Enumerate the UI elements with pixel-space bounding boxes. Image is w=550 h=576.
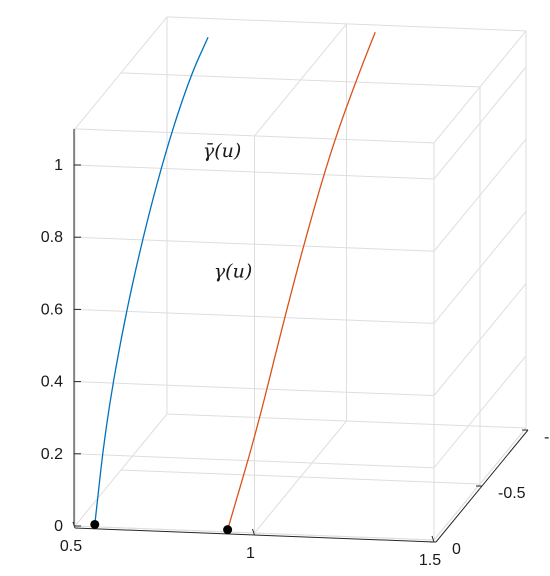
axis-layer: 0 0.2 0.4 0.6 0.8 1 1.5 1 0.5 0 -0.5 -1 [41, 128, 550, 569]
grid-line-z-0 [74, 427, 527, 541]
y-tick-label-0: 0 [452, 541, 461, 558]
series-layer [90, 32, 376, 535]
x-tick-label-1: 1 [246, 545, 255, 562]
series-start-point-1 [90, 519, 100, 529]
grid-line-y-ceiling-0 [74, 128, 435, 144]
z-tick-label-3: 0.6 [41, 301, 63, 318]
grid-line-z-5 [74, 66, 527, 180]
z-tick-label-2: 0.4 [41, 374, 63, 391]
z-tick-label-4: 0.8 [41, 229, 63, 246]
label-layer: γ(u) γ̄(u) [203, 140, 252, 282]
grid-line-z-2 [74, 283, 527, 397]
z-tick-label-1: 0.2 [41, 446, 63, 463]
grid-line-z-4 [74, 138, 527, 252]
grid-line-y-ceiling-1 [120, 72, 481, 88]
x-tick-1 [252, 528, 255, 536]
z-tick-label-5: 1 [54, 157, 63, 174]
grid-line-y-floor-2 [166, 413, 527, 429]
series-label-0: γ(u) [214, 260, 252, 282]
grid-line-y-floor-1 [120, 469, 481, 485]
y-tick-label-1: -0.5 [498, 485, 526, 502]
grid-line-z-3 [74, 211, 527, 324]
x-tick-2 [72, 521, 76, 529]
x-tick-label-0: 1.5 [419, 552, 441, 569]
series-start-point-0 [223, 525, 233, 535]
grid-layer [74, 16, 527, 541]
grid-line-y-ceiling-2 [166, 16, 527, 32]
series-line-1 [94, 37, 209, 525]
series-line-0 [226, 32, 376, 530]
z-tick-label-0: 0 [54, 518, 63, 535]
x-tick-label-2: 0.5 [60, 538, 82, 555]
series-label-1: γ̄(u) [203, 140, 241, 162]
x-tick-0 [431, 535, 435, 543]
y-tick-label-2: -1 [544, 429, 550, 446]
grid-line-x-ceiling-2 [74, 16, 168, 130]
grid-line-z-1 [74, 355, 527, 469]
